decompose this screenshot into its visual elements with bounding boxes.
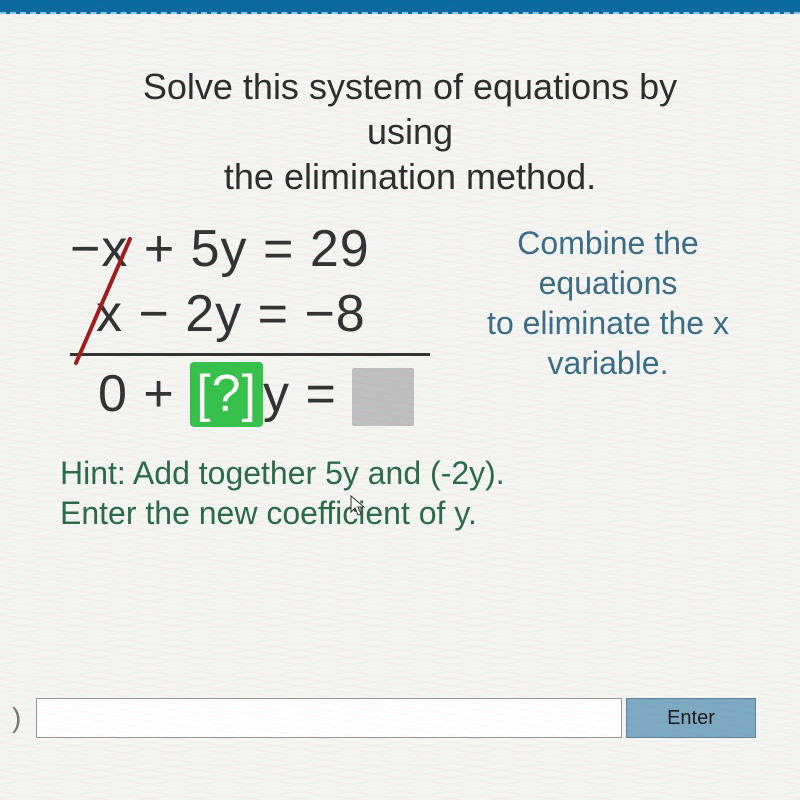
stray-paren: )	[12, 702, 21, 734]
hint-line1: Hint: Add together 5y and (-2y).	[60, 455, 505, 491]
result-rhs-box[interactable]	[352, 368, 414, 426]
prompt-line2: the elimination method.	[224, 156, 596, 197]
equations-block: −x + 5y = 29 x − 2y = −8 0 + [?]y =	[60, 217, 430, 427]
unknown-coefficient-box[interactable]: [?]	[190, 362, 263, 427]
side-line1: Combine the equations	[517, 225, 698, 301]
answer-input[interactable]	[36, 698, 622, 738]
content-area: Solve this system of equations by using …	[0, 14, 800, 533]
prompt-text: Solve this system of equations by using …	[60, 64, 760, 199]
side-instruction: Combine the equations to eliminate the x…	[456, 223, 760, 383]
equation-area: −x + 5y = 29 x − 2y = −8 0 + [?]y = Comb…	[60, 217, 760, 427]
hint-line2: Enter the new coefficient of y.	[60, 495, 477, 531]
enter-button[interactable]: Enter	[626, 698, 756, 738]
hint-text: Hint: Add together 5y and (-2y). Enter t…	[60, 453, 760, 533]
equation-2: x − 2y = −8	[70, 282, 430, 347]
prompt-line1: Solve this system of equations by using	[143, 66, 677, 152]
top-bar	[0, 0, 800, 14]
result-prefix: 0 +	[98, 365, 190, 423]
result-row: 0 + [?]y =	[70, 356, 430, 427]
side-line3: variable.	[548, 345, 669, 381]
result-y-label: y =	[263, 365, 352, 423]
side-line2: to eliminate the x	[487, 305, 729, 341]
equation-1: −x + 5y = 29	[70, 217, 430, 282]
answer-row: Enter	[36, 698, 756, 738]
